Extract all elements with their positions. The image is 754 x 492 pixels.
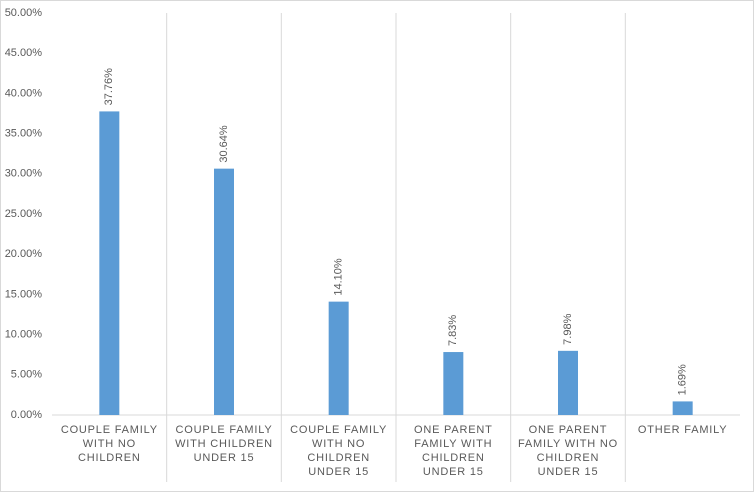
value-label: 7.83% <box>447 315 459 346</box>
value-label: 30.64% <box>218 125 230 163</box>
x-tick-label: ONE PARENT FAMILY WITH NO CHILDREN UNDER… <box>517 424 618 478</box>
y-tick-label: 45.00% <box>5 47 43 59</box>
y-tick-label: 40.00% <box>5 87 43 99</box>
x-tick-label: OTHER FAMILY <box>637 424 728 436</box>
bar <box>558 350 578 415</box>
x-tick-label: COUPLE FAMILY WITH CHILDREN UNDER 15 <box>175 424 273 464</box>
value-label: 7.98% <box>562 313 574 344</box>
bar <box>672 401 693 415</box>
x-tick-label: COUPLE FAMILY WITH NO CHILDREN <box>60 424 158 464</box>
x-tick-label: COUPLE FAMILY WITH NO CHILDREN UNDER 15 <box>290 424 388 478</box>
bar <box>99 111 120 415</box>
y-tick-label: 5.00% <box>11 369 42 381</box>
value-label: 37.76% <box>103 68 115 106</box>
y-tick-label: 20.00% <box>5 248 43 260</box>
y-tick-label: 30.00% <box>5 168 43 180</box>
y-tick-label: 10.00% <box>5 329 43 341</box>
value-label: 1.69% <box>677 364 689 395</box>
bar <box>328 301 349 415</box>
y-tick-label: 50.00% <box>5 7 43 19</box>
y-tick-label: 15.00% <box>5 288 43 300</box>
y-tick-label: 0.00% <box>11 409 42 421</box>
value-label: 14.10% <box>333 258 345 296</box>
bar <box>443 352 464 415</box>
x-tick-label: ONE PARENT FAMILY WITH CHILDREN UNDER 15 <box>413 424 493 478</box>
y-tick-label: 35.00% <box>5 128 43 140</box>
bar <box>214 168 234 415</box>
y-tick-label: 25.00% <box>5 208 43 220</box>
